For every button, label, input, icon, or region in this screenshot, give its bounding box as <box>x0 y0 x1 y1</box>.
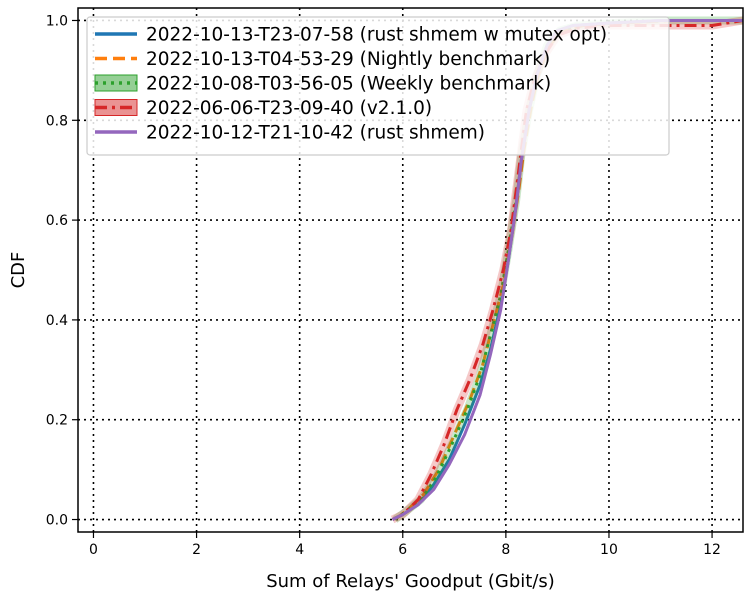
x-tick-label: 2 <box>192 542 201 558</box>
y-tick-label: 0.0 <box>46 513 68 529</box>
x-tick-label: 10 <box>600 542 618 558</box>
x-tick-label: 8 <box>501 542 510 558</box>
series-line-3 <box>394 19 743 521</box>
x-tick-label: 6 <box>398 542 407 558</box>
legend-label-2: 2022-10-13-T04-53-29 (Nightly benchmark) <box>146 49 550 70</box>
legend-box <box>86 16 670 156</box>
axes <box>77 7 744 533</box>
y-tick-label: 0.8 <box>46 113 68 129</box>
legend-label-4: 2022-06-06-T23-09-40 (v2.1.0) <box>146 98 432 119</box>
legend-handle-band-3 <box>94 74 138 92</box>
tick-labels: 0 2 4 6 8 10 12 0.0 0.2 0.4 0.6 0.8 1.0 <box>46 13 721 558</box>
axes-frame <box>77 7 744 533</box>
x-axis-title: Sum of Relays' Goodput (Gbit/s) <box>266 571 555 592</box>
legend-label-5: 2022-10-12-T21-10-42 (rust shmem) <box>146 123 485 144</box>
legend-label-3: 2022-10-08-T03-56-05 (Weekly benchmark) <box>146 74 551 95</box>
y-tick-label: 0.4 <box>46 313 68 329</box>
x-tick-label: 0 <box>89 542 98 558</box>
y-tick-label: 0.2 <box>46 413 68 429</box>
x-tick-label: 12 <box>703 542 721 558</box>
y-tick-label: 0.6 <box>46 213 68 229</box>
y-tick-label: 1.0 <box>46 13 68 29</box>
x-tick-label: 4 <box>295 542 304 558</box>
legend-label-1: 2022-10-13-T23-07-58 (rust shmem w mutex… <box>146 25 607 46</box>
y-axis-title: CDF <box>8 252 29 289</box>
legend: 2022-10-13-T23-07-58 (rust shmem w mutex… <box>86 16 670 156</box>
